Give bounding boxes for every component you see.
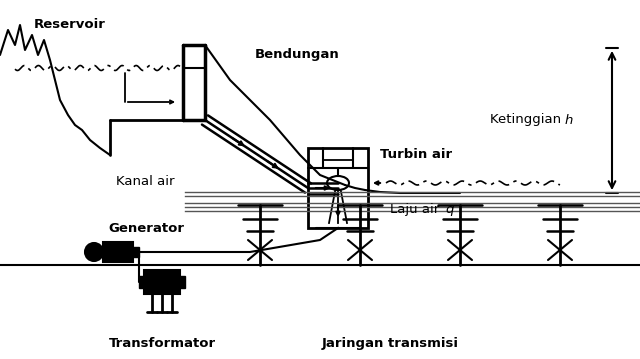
Text: Generator: Generator — [108, 222, 184, 235]
Bar — [133, 247, 139, 257]
Bar — [144, 270, 180, 294]
Text: Turbin air: Turbin air — [380, 149, 452, 162]
Bar — [103, 242, 133, 262]
Text: q: q — [445, 204, 453, 216]
Text: Kanal air: Kanal air — [116, 175, 174, 188]
Text: Bendungan: Bendungan — [255, 48, 340, 61]
Text: Ketinggian: Ketinggian — [490, 113, 565, 126]
Text: Reservoir: Reservoir — [34, 18, 106, 31]
Bar — [139, 276, 144, 288]
Bar — [308, 148, 368, 228]
Bar — [180, 276, 185, 288]
Ellipse shape — [327, 176, 349, 190]
Text: Jaringan transmisi: Jaringan transmisi — [321, 337, 458, 350]
Circle shape — [85, 243, 103, 261]
Text: h: h — [565, 113, 573, 126]
Text: Transformator: Transformator — [108, 337, 216, 350]
Text: Laju air: Laju air — [390, 204, 444, 216]
